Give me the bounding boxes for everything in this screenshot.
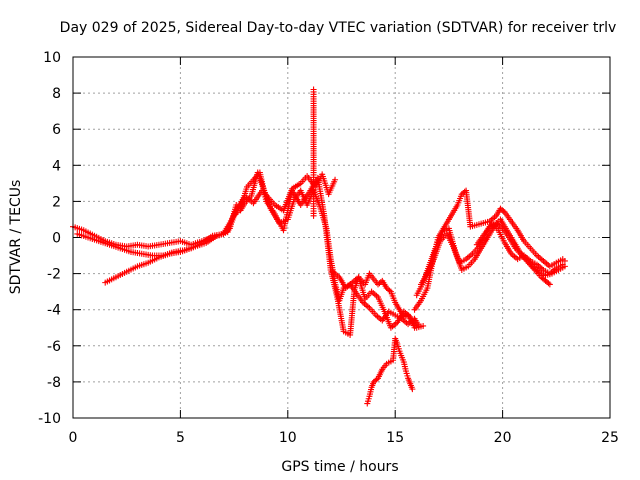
series-track-i: [417, 220, 566, 288]
x-axis-label: GPS time / hours: [281, 459, 398, 475]
data-point: [420, 322, 427, 329]
y-axis-label: SDTVAR / TECUs: [8, 180, 24, 295]
y-tick-label: 10: [43, 50, 61, 66]
data-point-interp: [545, 280, 552, 287]
y-tick-label: 6: [52, 122, 61, 138]
data-points: [70, 86, 568, 407]
data-point-interp: [386, 287, 393, 294]
x-tick-label: 0: [69, 430, 78, 446]
series-track-e: [327, 266, 427, 331]
axis-ticks: [72, 56, 611, 419]
y-tick-label: -8: [47, 375, 61, 391]
x-tick-label: 15: [386, 430, 404, 446]
data-point: [332, 176, 339, 183]
y-tick-label: 0: [52, 231, 61, 247]
series-track-c: [102, 171, 339, 286]
x-tick-label: 20: [494, 430, 512, 446]
y-tick-label: -2: [47, 267, 61, 283]
y-tick-label: 2: [52, 194, 61, 210]
y-tick-label: -6: [47, 339, 61, 355]
y-tick-label: 4: [52, 158, 61, 174]
y-tick-label: -10: [38, 411, 61, 427]
data-point: [561, 257, 568, 264]
chart-title: Day 029 of 2025, Sidereal Day-to-day VTE…: [60, 20, 617, 36]
x-tick-label: 5: [176, 430, 185, 446]
series-track-j: [473, 220, 553, 288]
data-point: [559, 261, 566, 268]
y-tick-label: -4: [47, 303, 61, 319]
data-point: [409, 386, 416, 393]
y-tick-labels: -10 -8 -6 -4 -2 0 2 4 6 8 10: [38, 50, 61, 427]
series-track-d: [310, 86, 317, 219]
series-track-f: [364, 335, 416, 407]
x-tick-labels: 0 5 10 15 20 25: [69, 430, 619, 446]
data-point-interp: [373, 376, 380, 383]
x-tick-label: 25: [601, 430, 619, 446]
data-point: [546, 281, 553, 288]
data-point: [310, 212, 317, 219]
data-point-interp: [500, 208, 507, 215]
y-tick-label: 8: [52, 86, 61, 102]
x-tick-label: 10: [279, 430, 297, 446]
